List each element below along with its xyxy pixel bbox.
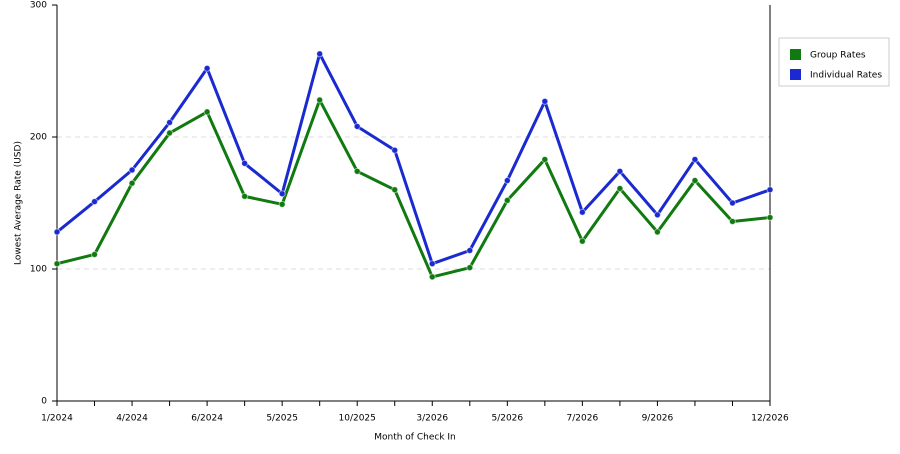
point — [728, 199, 736, 207]
point — [316, 96, 324, 104]
point — [766, 214, 774, 222]
point — [578, 208, 586, 216]
point — [541, 97, 549, 105]
point — [241, 159, 249, 167]
point — [391, 146, 399, 154]
point — [166, 118, 174, 126]
point — [91, 198, 99, 206]
point — [166, 129, 174, 137]
point — [616, 167, 624, 175]
point — [616, 184, 624, 192]
point — [728, 217, 736, 225]
point — [391, 186, 399, 194]
point — [691, 155, 699, 163]
point — [353, 167, 361, 175]
point — [653, 211, 661, 219]
point — [466, 264, 474, 272]
point — [353, 122, 361, 130]
x-tick-label: 3/2026 — [416, 414, 448, 424]
x-tick-label: 5/2025 — [266, 414, 298, 424]
y-tick-label: 200 — [30, 133, 47, 143]
x-tick-label: 5/2026 — [491, 414, 523, 424]
point — [278, 190, 286, 198]
y-tick-label: 300 — [30, 1, 47, 11]
point — [278, 200, 286, 208]
point — [503, 196, 511, 204]
point — [241, 192, 249, 200]
point — [203, 64, 211, 72]
x-tick-label: 10/2025 — [339, 414, 376, 424]
point — [316, 50, 324, 58]
point — [203, 108, 211, 116]
x-tick-label: 6/2024 — [191, 414, 223, 424]
x-tick-label: 9/2026 — [642, 414, 674, 424]
y-tick-label: 0 — [41, 397, 47, 407]
y-axis-title: Lowest Average Rate (USD) — [14, 141, 24, 265]
point — [466, 247, 474, 255]
point — [53, 228, 61, 236]
point — [128, 179, 136, 187]
series-line — [56, 52, 771, 266]
point — [691, 177, 699, 185]
point — [128, 166, 136, 174]
x-tick-label: 4/2024 — [116, 414, 148, 424]
point — [428, 260, 436, 268]
point — [653, 228, 661, 236]
point — [541, 155, 549, 163]
legend-swatch — [790, 69, 801, 80]
point — [53, 260, 61, 268]
x-tick-label: 12/2026 — [751, 414, 789, 424]
point — [766, 186, 774, 194]
series-line — [56, 98, 771, 279]
legend-swatch — [790, 49, 801, 60]
x-tick-label: 7/2026 — [567, 414, 599, 424]
point — [503, 177, 511, 185]
y-tick-label: 100 — [30, 265, 47, 275]
legend-label: Individual Rates — [810, 71, 882, 81]
legend-label: Group Rates — [810, 51, 866, 61]
point — [91, 250, 99, 258]
point — [578, 237, 586, 245]
x-axis-title: Month of Check In — [374, 433, 456, 443]
x-tick-label: 1/2024 — [41, 414, 73, 424]
point — [428, 273, 436, 281]
